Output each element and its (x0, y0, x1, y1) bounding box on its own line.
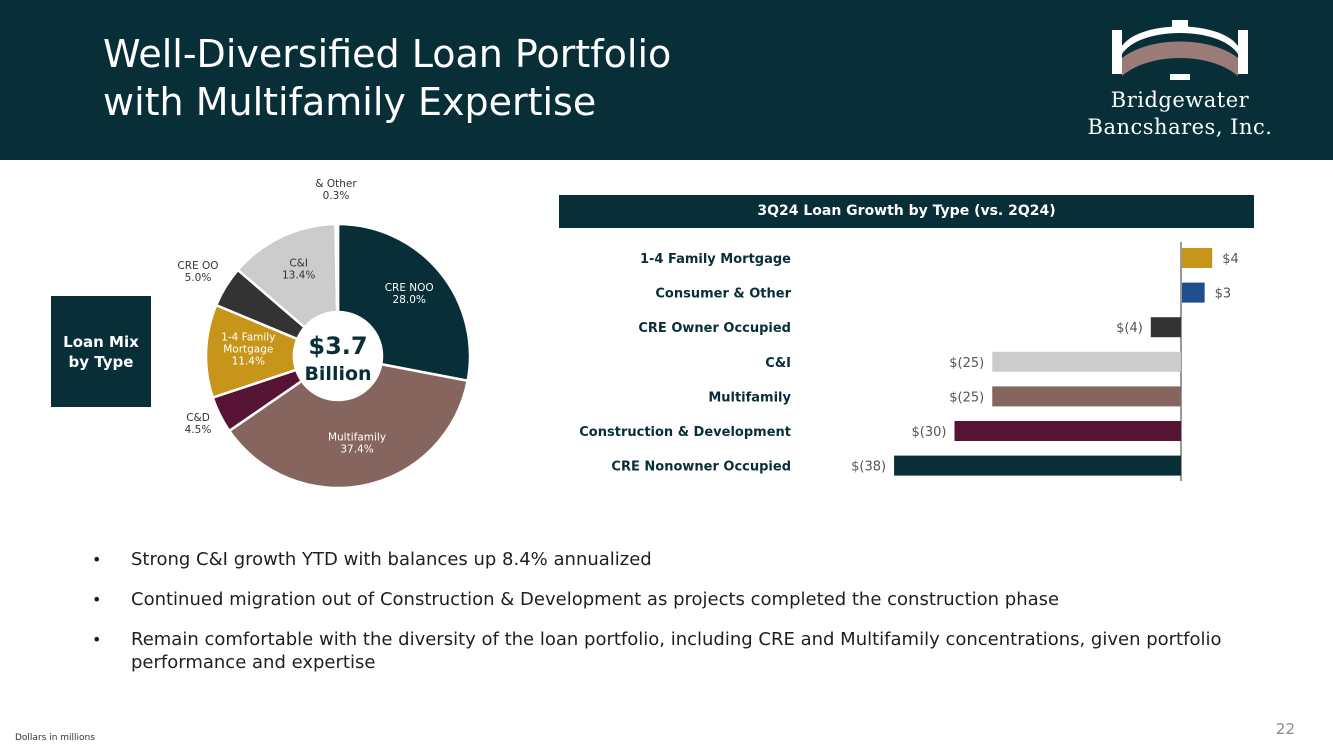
bar-value-label: $(25) (949, 356, 984, 371)
page-number: 22 (1275, 720, 1295, 738)
page-title-line-1: Well-Diversified Loan Portfolio (103, 32, 672, 76)
page-title: Well-Diversified Loan Portfolio with Mul… (103, 30, 1003, 126)
bullet-item: Remain comfortable with the diversity of… (90, 628, 1270, 674)
loan-mix-label: Loan Mix by Type (63, 332, 139, 371)
pie-slice (336, 222, 472, 383)
bar-value-label: $(25) (949, 390, 984, 405)
bullet-item: Continued migration out of Construction … (90, 588, 1270, 611)
bar-category-label: Multifamily (708, 390, 791, 405)
bar (1150, 317, 1181, 338)
bar (1182, 282, 1205, 303)
bullet-list: Strong C&I growth YTD with balances up 8… (90, 548, 1270, 691)
loan-mix-label-box: Loan Mix by Type (51, 296, 151, 407)
bar-category-label: CRE Owner Occupied (638, 321, 791, 336)
pie-slice (227, 362, 470, 490)
bar-chart-title: 3Q24 Loan Growth by Type (vs. 2Q24) (559, 195, 1254, 228)
bar-category-label: C&I (765, 356, 791, 371)
bar (992, 351, 1181, 372)
logo-line-1: Bridgewater (1110, 88, 1250, 112)
pie-slice (236, 222, 339, 330)
bar-category-label: 1-4 Family Mortgage (640, 252, 791, 267)
bullet-item: Strong C&I growth YTD with balances up 8… (90, 548, 1270, 571)
pie-center-value: $3.7 (308, 332, 367, 360)
bridge-logo-icon (1112, 20, 1248, 80)
page-title-line-2: with Multifamily Expertise (103, 80, 597, 124)
bar (1182, 248, 1213, 268)
pie-slice-label: C&I 13.4% (282, 257, 315, 281)
pie-slice-label: CRE NOO 28.0% (385, 282, 434, 306)
bar-value-label: $(4) (1116, 321, 1143, 336)
pie-slice-label: C&D 4.5% (185, 412, 212, 436)
footnote: Dollars in millions (15, 733, 95, 743)
bar-value-label: $4 (1222, 252, 1239, 267)
bar-category-label: Construction & Development (579, 425, 791, 440)
bar (992, 386, 1181, 407)
bar-value-label: $(38) (851, 460, 886, 475)
pie-slice-label: CRE OO 5.0% (177, 260, 218, 284)
bar (894, 455, 1181, 476)
bar-value-label: $3 (1215, 287, 1232, 302)
bar (954, 421, 1181, 441)
header-band: Well-Diversified Loan Portfolio with Mul… (0, 0, 1333, 160)
pie-center-unit: Billion (304, 363, 371, 385)
loan-mix-pie-chart: CRE NOO 28.0% Multifamily 37.4% C&D 4.5% 1-4 F… (177, 175, 472, 490)
pie-slice-label: 1-4 Family Mortgage 11.4% (221, 332, 275, 368)
bar-category-label: CRE Nonowner Occupied (611, 460, 791, 475)
bar-category-label: Consumer & Other (655, 287, 791, 302)
company-logo: Bridgewater Bancshares, Inc. (1060, 14, 1300, 154)
loan-growth-bar-chart: 1-4 Family Mortgage $4 Consumer & Other $3 C… (579, 242, 1239, 481)
pie-slice-label: Multifamily 37.4% (328, 431, 386, 455)
pie-slice (334, 222, 340, 314)
bar-value-label: $(30) (912, 425, 947, 440)
logo-line-2: Bancshares, Inc. (1087, 115, 1273, 139)
